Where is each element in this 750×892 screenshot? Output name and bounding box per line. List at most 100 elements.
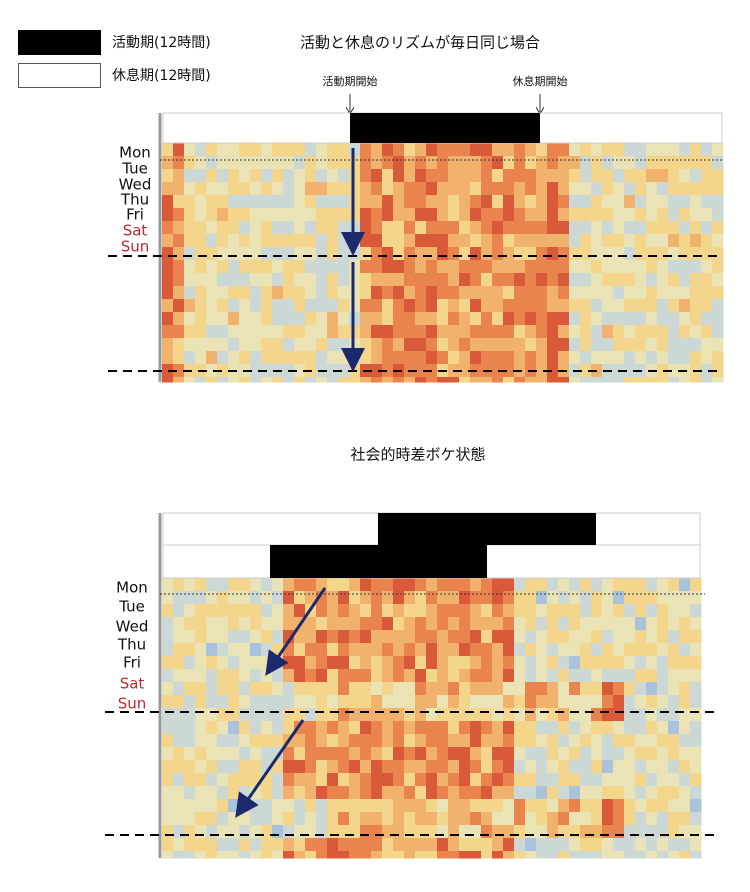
heat-cell: [470, 695, 482, 709]
heat-cell: [448, 747, 460, 761]
heat-cell: [404, 338, 416, 352]
heat-cell: [415, 591, 427, 605]
heat-cell: [239, 695, 251, 709]
heat-cell: [448, 669, 460, 683]
heat-cell: [547, 734, 559, 748]
heat-cell: [613, 643, 625, 657]
heat-cell: [569, 747, 581, 761]
heat-cell: [360, 617, 372, 631]
heat-cell: [481, 773, 493, 787]
heat-cell: [459, 182, 471, 196]
heat-cell: [657, 708, 669, 722]
heat-cell: [481, 234, 493, 248]
heat-cell: [239, 195, 251, 209]
heat-cell: [206, 838, 218, 852]
heat-cell: [481, 747, 493, 761]
heat-cell: [371, 734, 383, 748]
heat-cell: [184, 273, 196, 287]
heat-cell: [613, 630, 625, 644]
heat-cell: [294, 708, 306, 722]
heat-cell: [283, 299, 295, 313]
heat-cell: [657, 630, 669, 644]
heat-cell: [206, 377, 218, 383]
heat-cell: [327, 747, 339, 761]
heat-cell: [162, 760, 174, 774]
heat-cell: [448, 273, 460, 287]
heat-cell: [283, 617, 295, 631]
heat-cell: [305, 247, 317, 261]
heat-cell: [580, 286, 592, 300]
heat-cell: [470, 169, 482, 183]
heat-cell: [613, 851, 625, 859]
heat-cell: [481, 182, 493, 196]
heat-cell: [272, 260, 284, 274]
heat-cell: [371, 695, 383, 709]
heat-cell: [206, 351, 218, 365]
heat-cell: [327, 656, 339, 670]
heat-cell: [316, 656, 328, 670]
heat-cell: [514, 208, 526, 222]
heat-cell: [162, 377, 174, 383]
heat-cell: [294, 812, 306, 826]
heat-cell: [228, 708, 240, 722]
heat-cell: [459, 721, 471, 735]
heat-cell: [470, 377, 482, 383]
heat-cell: [613, 273, 625, 287]
heat-cell: [624, 377, 636, 383]
heat-cell: [206, 208, 218, 222]
heat-cell: [690, 351, 702, 365]
heat-cell: [613, 773, 625, 787]
heat-cell: [393, 247, 405, 261]
heat-cell: [558, 643, 570, 657]
heat-cell: [338, 760, 350, 774]
heat-cell: [360, 669, 372, 683]
heat-cell: [228, 838, 240, 852]
heat-cell: [481, 669, 493, 683]
heat-cell: [580, 773, 592, 787]
heat-cell: [338, 812, 350, 826]
heat-cell: [305, 273, 317, 287]
heat-cell: [173, 851, 185, 859]
heat-cell: [316, 604, 328, 618]
heat-cell: [591, 630, 603, 644]
heat-cell: [338, 578, 350, 592]
heat-cell: [217, 312, 229, 326]
heat-cell: [580, 669, 592, 683]
heat-cell: [525, 734, 537, 748]
heat-cell: [448, 299, 460, 313]
heat-cell: [217, 799, 229, 813]
heat-cell: [426, 760, 438, 774]
heat-cell: [591, 760, 603, 774]
heat-cell: [393, 773, 405, 787]
heat-cell: [558, 591, 570, 605]
heat-cell: [536, 273, 548, 287]
heat-cell: [514, 773, 526, 787]
heat-cell: [503, 247, 515, 261]
heat-cell: [536, 721, 548, 735]
heat-cell: [481, 208, 493, 222]
heat-cell: [514, 338, 526, 352]
heat-cell: [624, 825, 636, 839]
heat-cell: [514, 799, 526, 813]
heat-cell: [338, 656, 350, 670]
heat-cell: [349, 299, 361, 313]
heat-cell: [426, 234, 438, 248]
heat-cell: [712, 273, 724, 287]
heat-cell: [591, 643, 603, 657]
heat-cell: [217, 182, 229, 196]
heat-cell: [404, 669, 416, 683]
heat-cell: [437, 643, 449, 657]
heat-cell: [602, 708, 614, 722]
heat-cell: [184, 656, 196, 670]
heat-cell: [470, 195, 482, 209]
heat-cell: [283, 182, 295, 196]
heat-cell: [536, 247, 548, 261]
heat-cell: [591, 234, 603, 248]
heat-cell: [580, 851, 592, 859]
heat-cell: [481, 630, 493, 644]
heat-cell: [415, 773, 427, 787]
heat-cell: [613, 299, 625, 313]
heat-cell: [690, 747, 702, 761]
heat-cell: [272, 351, 284, 365]
heat-cell: [250, 799, 262, 813]
